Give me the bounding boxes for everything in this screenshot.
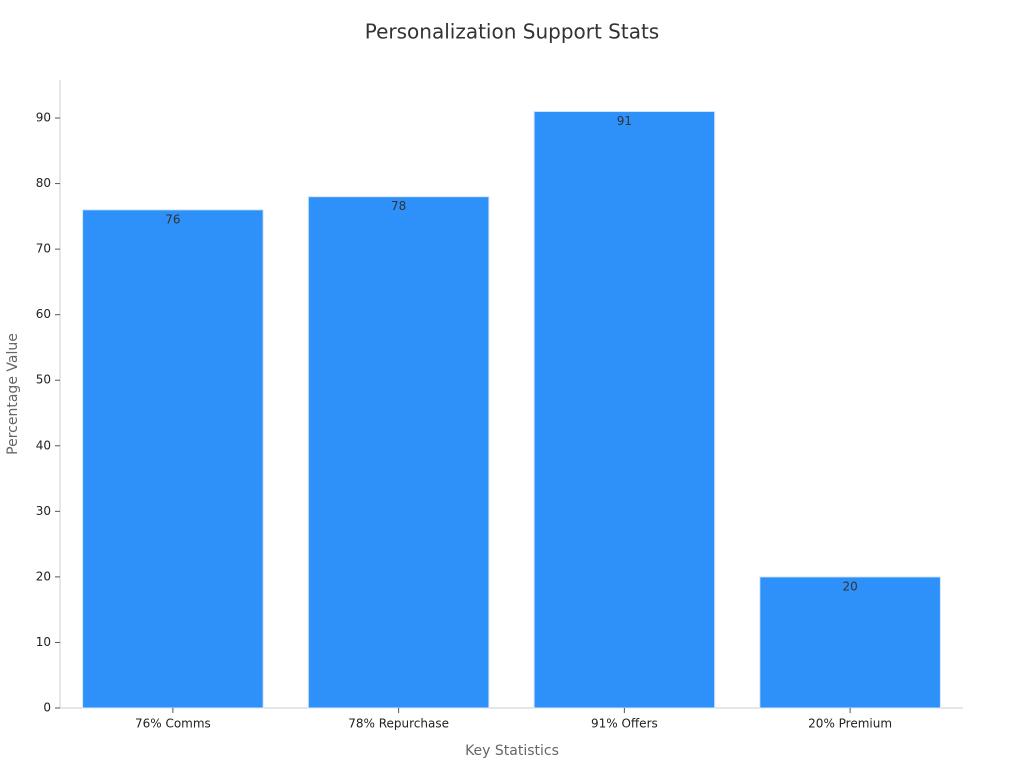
y-tick-label: 30 [36, 504, 51, 518]
y-tick-label: 60 [36, 307, 51, 321]
bar [82, 209, 264, 709]
y-tick-label: 40 [36, 438, 51, 452]
y-axis-label: Percentage Value [5, 333, 21, 455]
y-tick-label: 20 [36, 569, 51, 583]
value-label: 76 [165, 212, 180, 226]
y-tick-label: 50 [36, 373, 51, 387]
value-label: 91 [617, 114, 632, 128]
x-tick-label: 91% Offers [591, 717, 658, 731]
x-tick-label: 76% Comms [135, 717, 211, 731]
x-tick-label: 20% Premium [808, 717, 892, 731]
y-tick-label: 80 [36, 176, 51, 190]
chart-title: Personalization Support Stats [365, 20, 659, 44]
value-label: 20 [842, 579, 857, 593]
y-tick-label: 90 [36, 111, 51, 125]
x-axis-label: Key Statistics [465, 743, 559, 759]
bar [759, 576, 941, 709]
y-tick-label: 10 [36, 635, 51, 649]
bar [533, 110, 716, 709]
bar [307, 196, 490, 709]
x-tick-label: 78% Repurchase [348, 717, 449, 731]
value-label: 78 [391, 199, 406, 213]
y-tick-label: 70 [36, 242, 51, 256]
y-tick-label: 0 [43, 701, 51, 715]
